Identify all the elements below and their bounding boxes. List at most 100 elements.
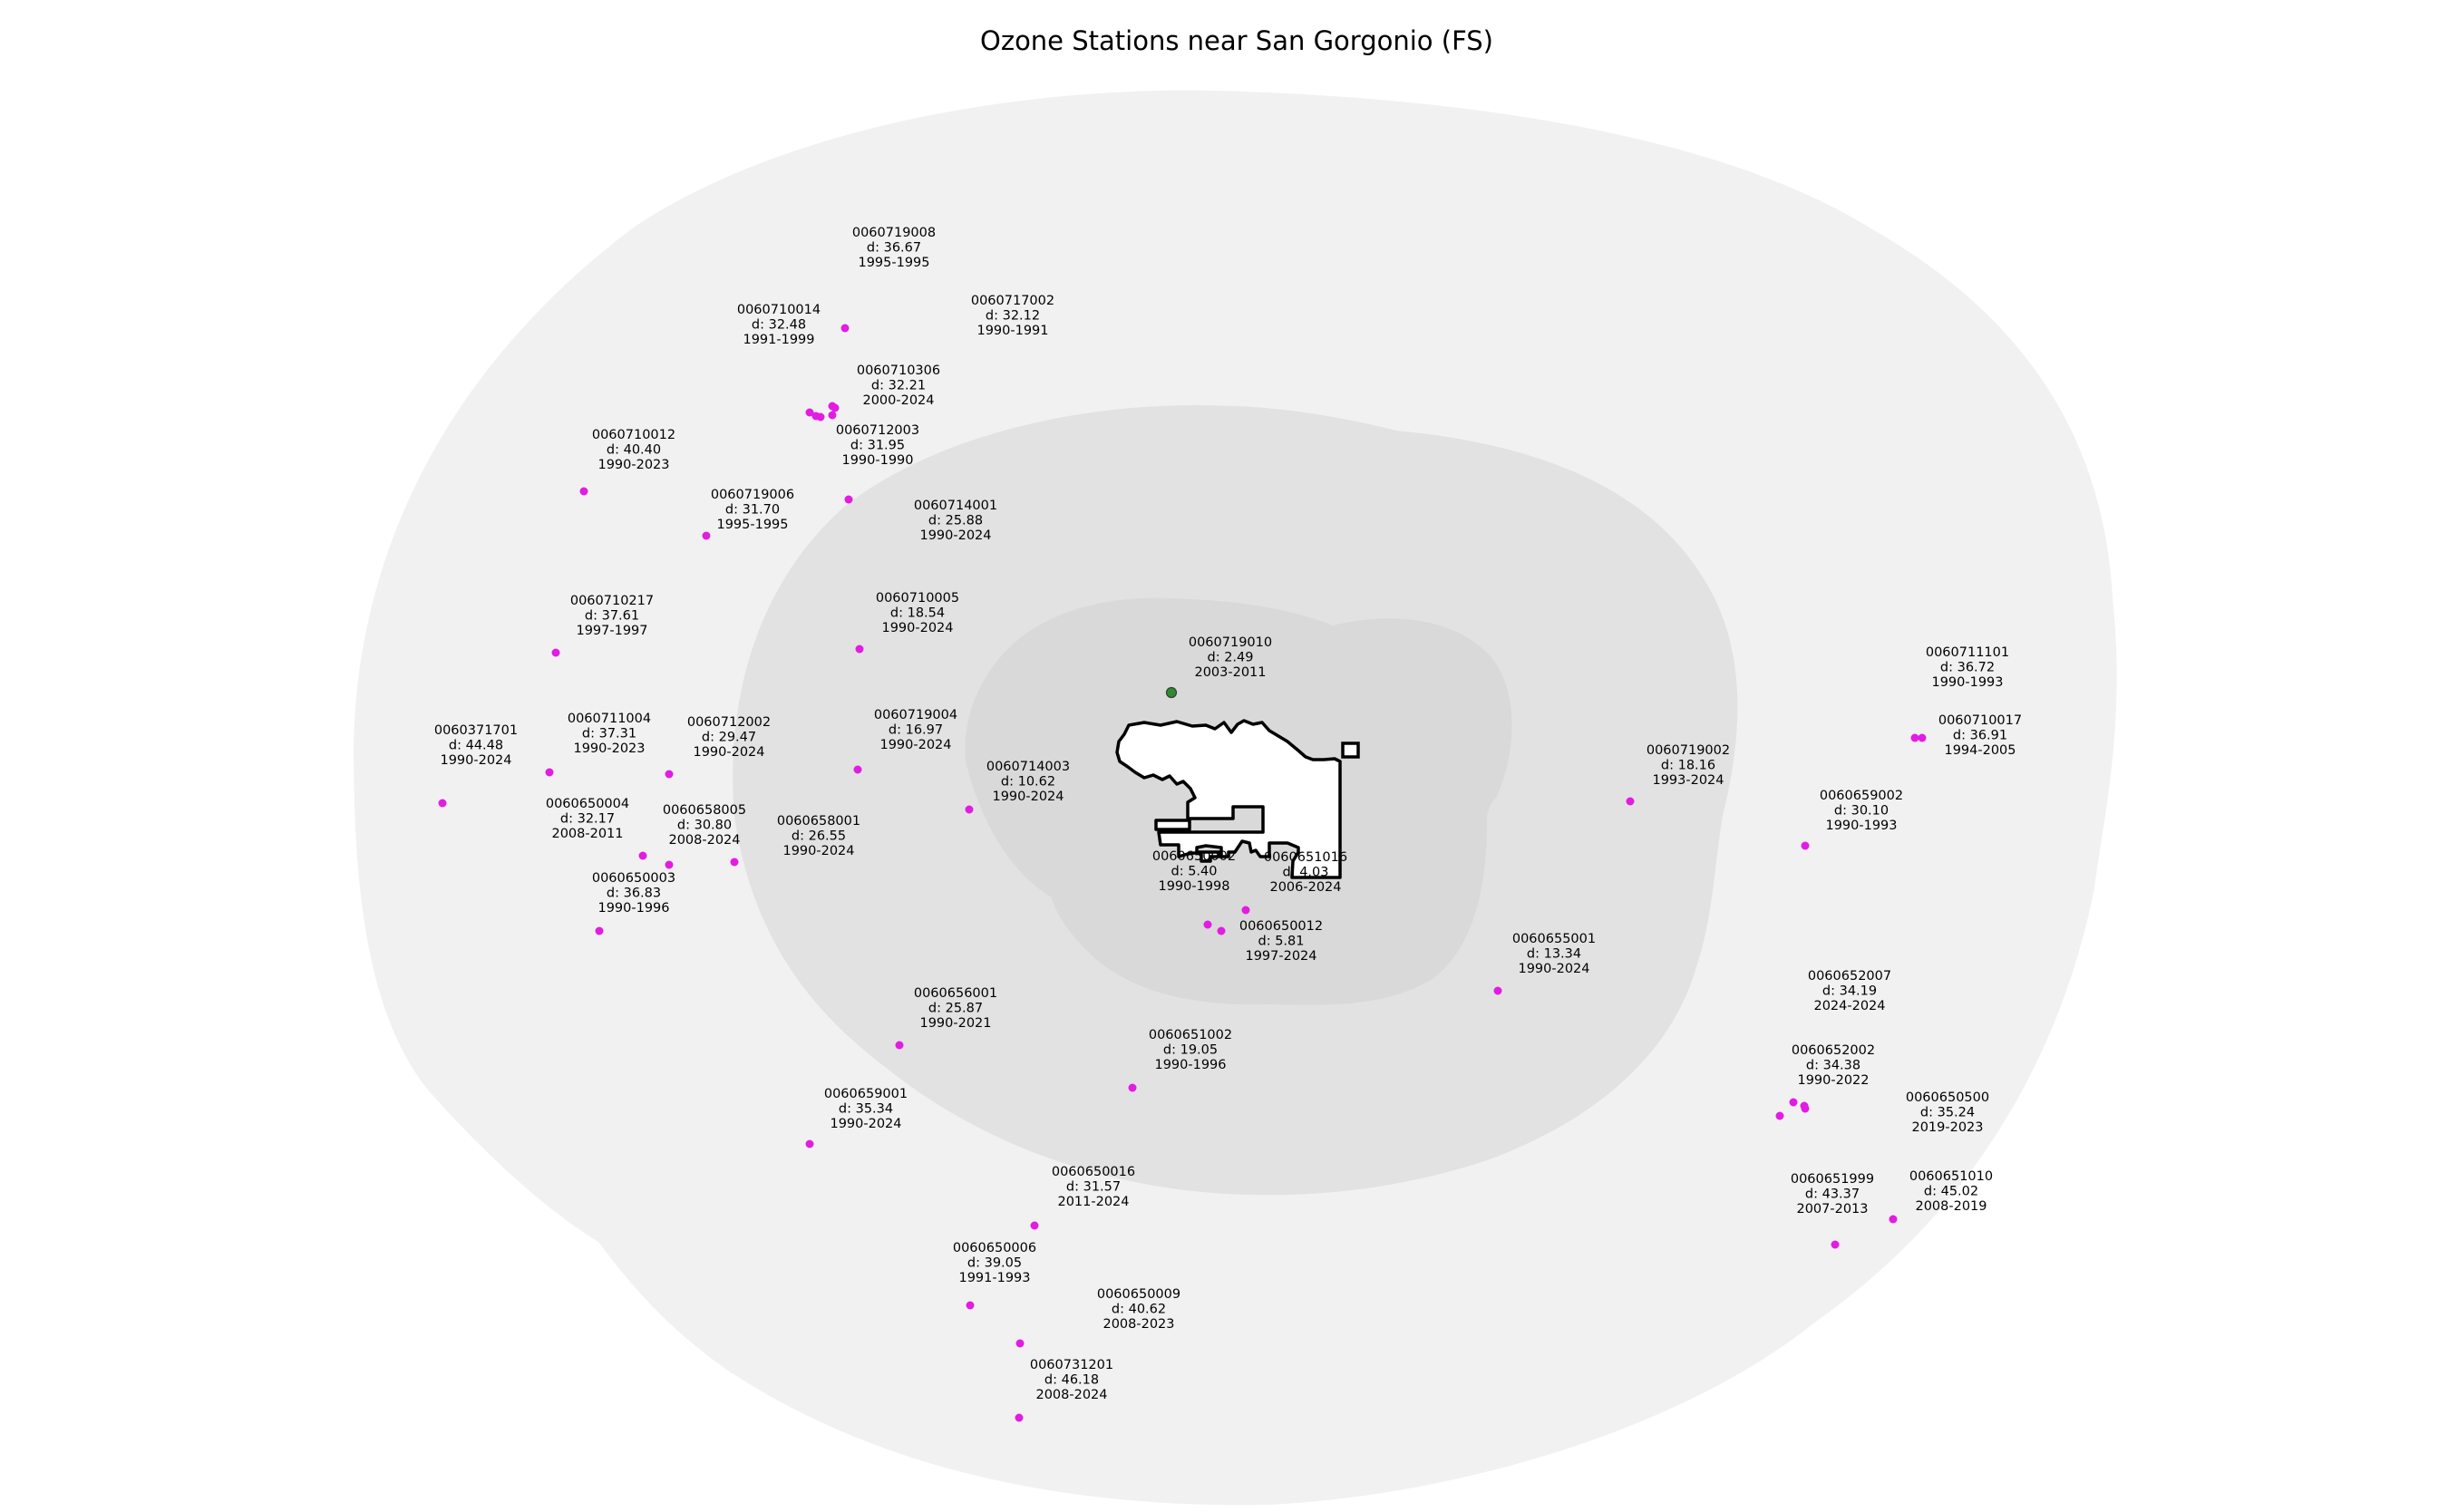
station-id-label: 0060650016 xyxy=(1052,1165,1135,1179)
station-marker[interactable] xyxy=(1493,986,1502,995)
station-marker[interactable] xyxy=(545,768,554,777)
station-id-label: 0060659001 xyxy=(824,1087,908,1101)
station-distance-label: d: 46.18 xyxy=(1044,1373,1099,1388)
station-marker[interactable] xyxy=(1030,1221,1039,1230)
station-years-label: 2008-2011 xyxy=(551,827,623,841)
station-id-label: 0060710012 xyxy=(592,428,675,442)
station-marker[interactable] xyxy=(1015,1413,1024,1422)
station-id-label: 0060714001 xyxy=(914,499,997,513)
station-marker[interactable] xyxy=(1015,1339,1025,1348)
station-marker[interactable] xyxy=(1775,1111,1784,1120)
station-marker[interactable] xyxy=(595,926,604,935)
station-years-label: 2008-2024 xyxy=(1035,1388,1107,1402)
station-marker[interactable] xyxy=(853,765,862,774)
station-years-label: 1990-2024 xyxy=(919,528,991,543)
station-marker[interactable] xyxy=(1910,733,1919,742)
station-years-label: 1990-1996 xyxy=(1154,1058,1226,1072)
station-marker[interactable] xyxy=(840,324,850,333)
station-distance-label: d: 36.91 xyxy=(1953,729,2007,743)
station-marker[interactable] xyxy=(1801,841,1810,850)
station-marker[interactable] xyxy=(1241,906,1250,915)
station-marker[interactable] xyxy=(805,1139,814,1149)
station-years-label: 1990-2024 xyxy=(693,745,764,760)
station-id-label: 0060650003 xyxy=(592,871,675,886)
station-years-label: 2007-2013 xyxy=(1796,1202,1868,1216)
station-marker[interactable] xyxy=(438,799,447,808)
station-marker[interactable] xyxy=(1889,1215,1898,1224)
station-distance-label: d: 36.67 xyxy=(867,241,921,256)
station-marker[interactable] xyxy=(638,851,647,860)
station-marker[interactable] xyxy=(1789,1098,1798,1107)
station-marker[interactable] xyxy=(665,860,674,869)
station-marker[interactable] xyxy=(1831,1240,1840,1249)
station-marker[interactable] xyxy=(730,858,739,867)
station-marker[interactable] xyxy=(579,487,588,496)
station-marker[interactable] xyxy=(966,1301,975,1310)
station-marker[interactable] xyxy=(1626,797,1635,806)
station-marker[interactable] xyxy=(965,805,974,814)
station-distance-label: d: 44.48 xyxy=(449,739,503,753)
station-marker[interactable] xyxy=(1203,920,1212,929)
station-years-label: 1990-1993 xyxy=(1931,675,2003,690)
station-marker[interactable] xyxy=(805,408,814,417)
station-marker[interactable] xyxy=(1918,733,1927,742)
station-marker[interactable] xyxy=(551,648,560,657)
station-marker[interactable] xyxy=(665,770,674,779)
station-distance-label: d: 43.37 xyxy=(1805,1187,1860,1202)
station-marker[interactable] xyxy=(844,495,853,504)
station-marker[interactable] xyxy=(895,1041,904,1050)
station-marker[interactable] xyxy=(1128,1083,1137,1092)
station-years-label: 1990-1990 xyxy=(841,453,913,468)
station-marker[interactable] xyxy=(1800,1101,1809,1110)
station-marker[interactable] xyxy=(828,411,837,420)
station-distance-label: d: 25.87 xyxy=(928,1002,983,1016)
station-marker[interactable] xyxy=(831,403,840,412)
station-marker[interactable] xyxy=(816,412,825,422)
station-marker[interactable] xyxy=(855,645,864,654)
station-years-label: 2008-2024 xyxy=(668,833,740,848)
station-marker[interactable] xyxy=(702,531,711,540)
station-id-label: 0060651016 xyxy=(1264,850,1347,865)
station-marker[interactable] xyxy=(1217,926,1226,935)
nearest-station-marker[interactable] xyxy=(1165,686,1178,699)
